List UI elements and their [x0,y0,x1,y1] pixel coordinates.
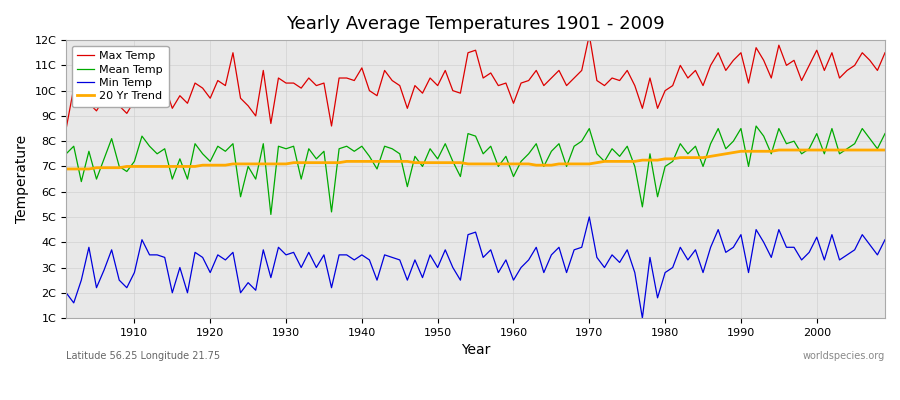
Mean Temp [879,131,890,136]
Min Temp [584,214,595,219]
Mean Temp [508,174,519,179]
Max Temp [607,76,617,80]
Min Temp [288,250,299,255]
Line: Mean Temp: Mean Temp [67,126,885,214]
20 Yr Trend [500,162,511,166]
Legend: Max Temp, Mean Temp, Min Temp, 20 Yr Trend: Max Temp, Mean Temp, Min Temp, 20 Yr Tre… [72,46,168,107]
Max Temp [122,111,132,116]
20 Yr Trend [879,148,890,152]
Max Temp [334,76,345,80]
Line: Min Temp: Min Temp [67,217,885,318]
Mean Temp [266,212,276,217]
Min Temp [500,258,511,262]
Min Temp [334,252,345,257]
Text: worldspecies.org: worldspecies.org [803,351,885,361]
Max Temp [500,81,511,86]
Min Temp [61,290,72,295]
Y-axis label: Temperature: Temperature [15,135,29,223]
Max Temp [879,50,890,55]
Min Temp [879,237,890,242]
Mean Temp [122,169,132,174]
Mean Temp [296,177,307,182]
20 Yr Trend [288,160,299,165]
Min Temp [122,285,132,290]
Max Temp [508,101,519,106]
20 Yr Trend [773,148,784,152]
Line: Max Temp: Max Temp [67,35,885,128]
20 Yr Trend [122,164,132,169]
Mean Temp [61,152,72,156]
20 Yr Trend [508,162,519,166]
Max Temp [288,81,299,86]
Title: Yearly Average Temperatures 1901 - 2009: Yearly Average Temperatures 1901 - 2009 [286,15,665,33]
Line: 20 Yr Trend: 20 Yr Trend [67,150,885,169]
Mean Temp [607,146,617,151]
Min Temp [637,316,648,320]
20 Yr Trend [599,159,610,164]
Max Temp [584,33,595,38]
Min Temp [607,252,617,257]
Mean Temp [341,144,352,149]
Mean Temp [516,159,526,164]
Max Temp [61,126,72,131]
Min Temp [508,278,519,282]
20 Yr Trend [61,166,72,171]
X-axis label: Year: Year [461,343,491,357]
20 Yr Trend [334,160,345,165]
Mean Temp [751,124,761,128]
Text: Latitude 56.25 Longitude 21.75: Latitude 56.25 Longitude 21.75 [67,351,220,361]
